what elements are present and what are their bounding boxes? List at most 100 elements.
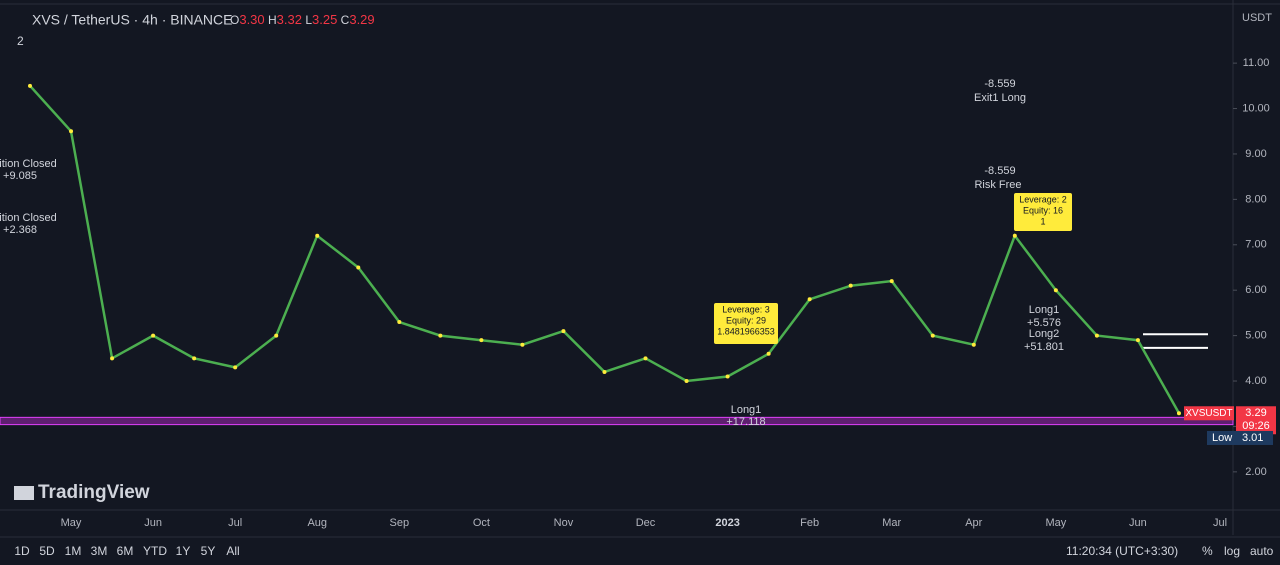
- y-unit: USDT: [1242, 12, 1272, 24]
- annotation: -8.559: [984, 78, 1015, 90]
- log[interactable]: log: [1224, 544, 1240, 558]
- price-point: [438, 333, 443, 338]
- annotation: ition Closed: [0, 158, 57, 170]
- price-point: [28, 83, 32, 88]
- price-point: [151, 333, 156, 338]
- y-tick-label: 11.00: [1243, 57, 1270, 69]
- order-box: [714, 303, 778, 344]
- price-point: [889, 279, 894, 284]
- price-point: [1135, 338, 1140, 343]
- price-point: [766, 351, 771, 356]
- price-point: [315, 233, 320, 238]
- annotation: +51.801: [1024, 341, 1064, 353]
- y-tick-label: 9.00: [1245, 148, 1266, 160]
- annotation: Long2: [1029, 328, 1060, 340]
- annotation: +2.368: [3, 224, 37, 236]
- l-value: 3.25: [312, 12, 337, 27]
- y-tick-label: 10.00: [1242, 102, 1270, 114]
- x-tick-label: Jun: [144, 517, 162, 529]
- indicator-count[interactable]: 2: [17, 34, 24, 48]
- annotation: Long1: [731, 404, 762, 416]
- x-tick-label: Aug: [307, 517, 327, 529]
- annotation: +5.576: [1027, 317, 1061, 329]
- symbol-tag: [1184, 406, 1234, 421]
- price-point: [602, 369, 607, 374]
- x-tick-label: Dec: [636, 517, 656, 529]
- y-tick-label: 5.00: [1245, 330, 1266, 342]
- x-tick-label: Mar: [882, 517, 901, 529]
- y-tick-label: 6.00: [1245, 284, 1266, 296]
- price-point: [807, 297, 812, 302]
- price-point: [930, 333, 935, 338]
- symbol-tag-text: XVSUSDT: [1185, 408, 1232, 419]
- x-tick-label: Nov: [554, 517, 574, 529]
- order-box-text: 1: [1040, 216, 1045, 226]
- price-point: [520, 342, 525, 347]
- y-tick-label: 4.00: [1245, 375, 1266, 387]
- range-button[interactable]: 3M: [91, 544, 108, 558]
- x-tick-label: 2023: [715, 517, 739, 529]
- l-label: L: [305, 13, 312, 27]
- range-button[interactable]: 6M: [117, 544, 134, 558]
- price-point: [110, 356, 115, 361]
- countdown: 09:26: [1242, 420, 1270, 432]
- logo: TradingView: [38, 482, 150, 503]
- price-point: [725, 374, 730, 379]
- price-point: [1094, 333, 1099, 338]
- price-tag-text: 3.29: [1245, 407, 1266, 419]
- percent[interactable]: %: [1202, 544, 1213, 558]
- x-tick-label: Feb: [800, 517, 819, 529]
- annotation: +17.118: [726, 416, 765, 428]
- range-button[interactable]: All: [226, 544, 239, 558]
- x-tick-label: Jul: [1213, 517, 1227, 529]
- h-value: 3.32: [277, 12, 302, 27]
- symbol: XVS / TetherUS · 4h · BINANCE: [32, 12, 232, 28]
- x-tick-label: Sep: [390, 517, 410, 529]
- range-button[interactable]: 5Y: [201, 544, 216, 558]
- y-tick-label: 8.00: [1245, 193, 1266, 205]
- annotation: Risk Free: [974, 179, 1021, 191]
- h-label: H: [268, 13, 277, 27]
- order-box-text: 1.8481966353: [717, 326, 775, 336]
- order-box-text: Leverage: 3: [722, 304, 770, 314]
- x-tick-label: Jul: [228, 517, 242, 529]
- price-point: [274, 333, 279, 338]
- price-point: [192, 356, 197, 361]
- price-point: [1053, 288, 1058, 293]
- x-tick-label: Jun: [1129, 517, 1147, 529]
- low-tag-label: Low: [1212, 432, 1232, 444]
- order-box-text: Leverage: 2: [1019, 194, 1067, 204]
- y-tick-label: 7.00: [1245, 239, 1266, 251]
- low-tag-bg: [1207, 430, 1273, 445]
- range-button[interactable]: YTD: [143, 544, 167, 558]
- range-button[interactable]: 1Y: [176, 544, 191, 558]
- price-point: [1176, 411, 1181, 416]
- price-point: [684, 379, 689, 384]
- price-point: [848, 283, 853, 288]
- range-button[interactable]: 1D: [14, 544, 30, 558]
- auto[interactable]: auto: [1250, 544, 1274, 558]
- ohlc: O3.30 H3.32 L3.25 C3.29: [230, 12, 375, 27]
- annotation: ition Closed: [0, 212, 57, 224]
- range-button[interactable]: 5D: [39, 544, 55, 558]
- x-tick-label: May: [1045, 517, 1066, 529]
- x-tick-label: May: [61, 517, 82, 529]
- o-label: O: [230, 13, 239, 27]
- annotation: +9.085: [3, 170, 37, 182]
- price-point: [233, 365, 238, 370]
- range-button[interactable]: 1M: [65, 544, 82, 558]
- x-tick-label: Oct: [473, 517, 490, 529]
- y-tick-label: 2.00: [1245, 466, 1266, 478]
- order-box: [1014, 193, 1072, 231]
- annotation: Long1: [1029, 304, 1060, 316]
- order-box-text: Equity: 16: [1023, 205, 1063, 215]
- x-tick-label: Apr: [965, 517, 982, 529]
- order-box-text: Equity: 29: [726, 315, 766, 325]
- o-value: 3.30: [239, 12, 264, 27]
- price-point: [1012, 233, 1017, 238]
- low-tag-price: 3.01: [1242, 432, 1263, 444]
- logo-icon: [14, 486, 34, 500]
- price-point: [561, 329, 566, 334]
